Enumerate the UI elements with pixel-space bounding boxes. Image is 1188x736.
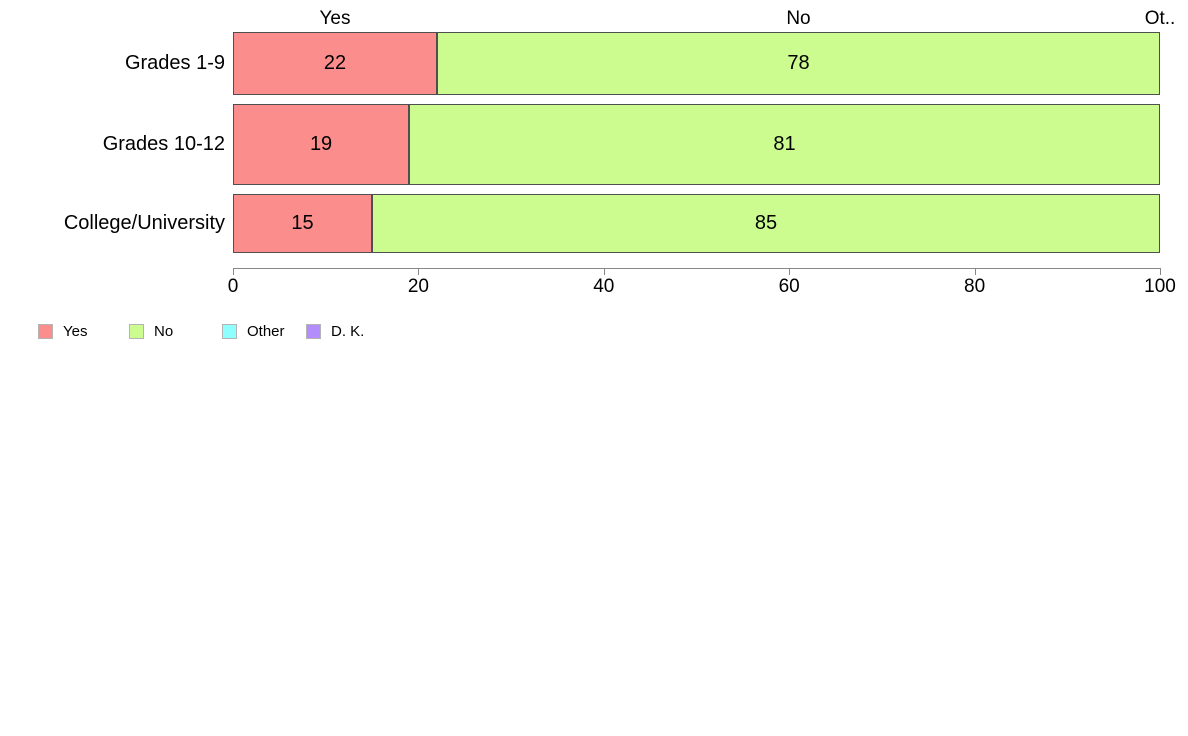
x-axis-tick (789, 268, 791, 275)
legend-label: D. K. (331, 322, 365, 340)
bar-segment: 19 (233, 104, 410, 185)
legend-swatch (306, 323, 321, 339)
x-axis-tick (233, 268, 234, 275)
x-axis-tick (1160, 268, 1161, 275)
x-axis-tick (974, 268, 976, 275)
legend-swatch (222, 323, 237, 339)
segment-value-label: 15 (291, 212, 314, 234)
column-header: Yes (319, 8, 351, 29)
segment-value-label: 19 (309, 133, 333, 155)
x-axis-tick-label: 20 (407, 276, 429, 297)
x-axis-tick-label: 80 (964, 276, 986, 297)
x-axis-tick (418, 268, 420, 275)
category-label: Grades 10-12 (102, 133, 225, 155)
bar-segment: 85 (372, 194, 1160, 253)
column-header: Ot.. (1144, 8, 1176, 29)
legend-item: No (129, 322, 173, 340)
legend-label: No (154, 322, 174, 340)
segment-value-label: 81 (773, 133, 796, 155)
legend-item: Yes (38, 322, 87, 340)
x-axis-tick-label: 0 (227, 276, 239, 297)
legend-item: Other (222, 322, 285, 340)
x-axis-tick (603, 268, 605, 275)
legend-label: Other (247, 322, 285, 340)
legend-item: D. K. (306, 322, 364, 340)
category-label: Grades 1-9 (124, 52, 225, 74)
segment-value-label: 85 (754, 212, 778, 234)
column-header: No (786, 8, 811, 29)
segment-value-label: 78 (787, 52, 810, 74)
legend-swatch (38, 323, 53, 339)
bar-segment: 22 (233, 32, 437, 95)
legend-swatch (129, 323, 144, 339)
legend-label: Yes (63, 322, 88, 340)
x-axis-tick-label: 40 (593, 276, 615, 297)
segment-value-label: 22 (323, 52, 347, 74)
x-axis-line (233, 268, 1160, 269)
x-axis-tick-label: 60 (778, 276, 800, 297)
bar-segment: 15 (233, 194, 373, 253)
x-axis-tick-label: 100 (1144, 276, 1176, 297)
bar-segment: 81 (409, 104, 1160, 185)
bar-segment: 78 (436, 32, 1160, 95)
category-label: College/University (63, 212, 225, 234)
